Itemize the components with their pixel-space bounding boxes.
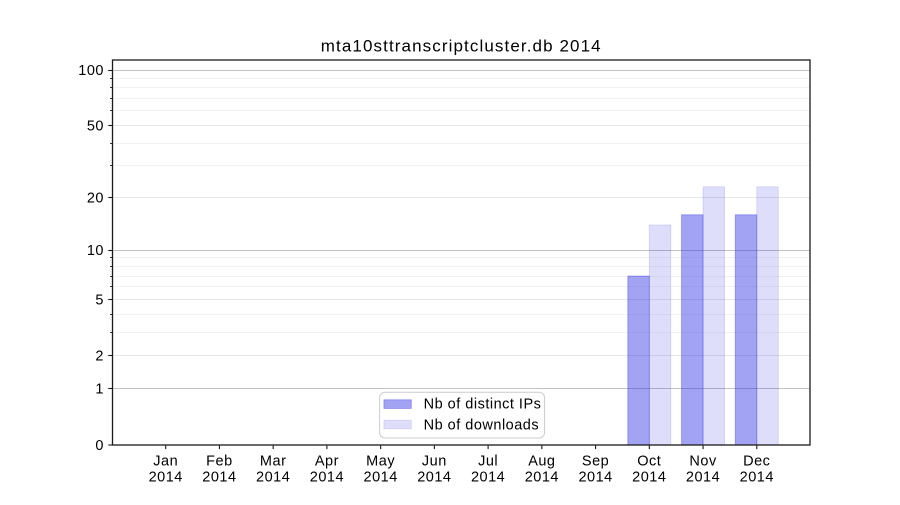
svg-text:5: 5 [95, 292, 104, 308]
svg-text:Apr: Apr [315, 454, 339, 470]
svg-text:2014: 2014 [202, 470, 236, 486]
svg-text:2014: 2014 [525, 470, 559, 486]
svg-text:2014: 2014 [310, 470, 344, 486]
svg-text:Nov: Nov [689, 454, 717, 470]
svg-text:Oct: Oct [637, 454, 661, 470]
svg-text:20: 20 [87, 191, 104, 207]
svg-text:100: 100 [78, 63, 104, 79]
svg-text:50: 50 [87, 119, 104, 135]
svg-text:2014: 2014 [686, 470, 720, 486]
svg-text:Jun: Jun [422, 454, 447, 470]
svg-text:Sep: Sep [582, 454, 609, 470]
svg-text:2: 2 [95, 349, 104, 365]
svg-text:Dec: Dec [743, 454, 770, 470]
svg-text:Jul: Jul [478, 454, 498, 470]
svg-text:2014: 2014 [364, 470, 398, 486]
svg-text:0: 0 [95, 438, 104, 454]
svg-text:2014: 2014 [256, 470, 290, 486]
svg-text:Mar: Mar [260, 454, 286, 470]
svg-text:1: 1 [95, 382, 104, 398]
svg-text:10: 10 [87, 243, 104, 259]
svg-text:May: May [366, 454, 395, 470]
svg-text:2014: 2014 [578, 470, 612, 486]
svg-text:2014: 2014 [149, 470, 183, 486]
svg-text:Feb: Feb [206, 454, 233, 470]
svg-text:mta10sttranscriptcluster.db 20: mta10sttranscriptcluster.db 2014 [321, 36, 602, 55]
svg-text:2014: 2014 [417, 470, 451, 486]
svg-text:2014: 2014 [471, 470, 505, 486]
svg-text:Nb of distinct IPs: Nb of distinct IPs [424, 397, 542, 413]
svg-text:2014: 2014 [632, 470, 666, 486]
svg-text:2014: 2014 [740, 470, 774, 486]
svg-text:Nb of downloads: Nb of downloads [424, 417, 540, 433]
svg-text:Jan: Jan [153, 454, 178, 470]
svg-text:Aug: Aug [528, 454, 555, 470]
